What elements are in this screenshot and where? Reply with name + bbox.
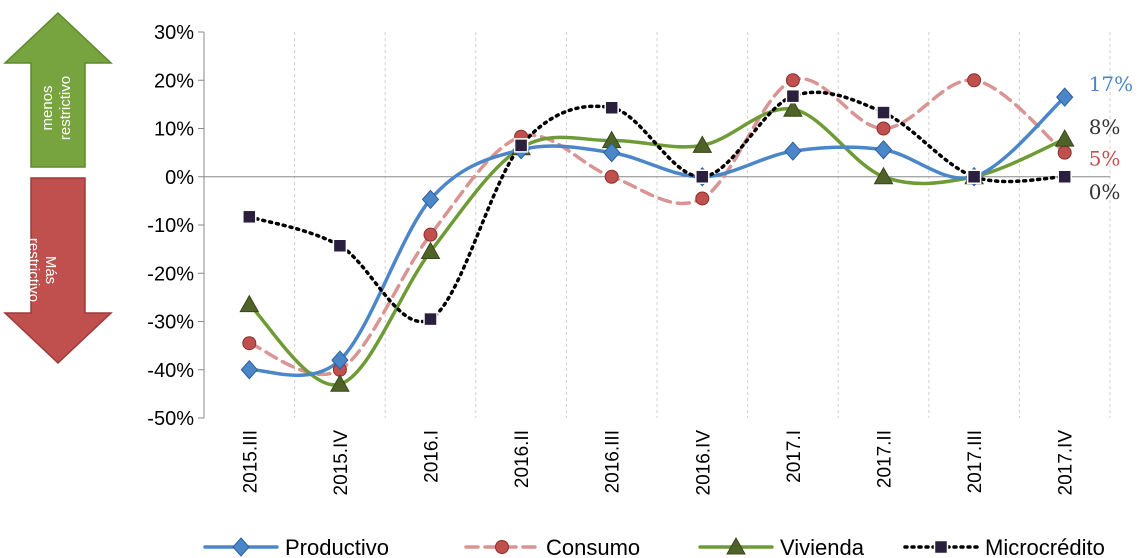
data-point-microcredito (966, 169, 982, 184)
x-tick-label: 2017.III (965, 430, 986, 493)
x-tick-label: 2015.III (240, 430, 261, 493)
y-tick-label: -10% (147, 215, 194, 237)
data-point-consumo (423, 227, 438, 242)
y-tick-label: 10% (154, 119, 194, 141)
x-tick-label: 2016.IV (693, 430, 714, 496)
down-arrow-line1: Más (42, 256, 59, 284)
up-arrow-line1: menos (39, 85, 56, 130)
data-point-microcredito (332, 238, 348, 253)
y-tick-label: 30% (154, 22, 194, 44)
data-point-productivo (603, 142, 621, 163)
x-tick-label: 2016.III (603, 430, 624, 493)
data-point-vivienda (420, 241, 441, 260)
legend-item-vivienda: Vivienda (698, 535, 865, 558)
legend-marker (933, 539, 949, 555)
data-point-consumo (242, 336, 257, 351)
data-point-productivo (240, 359, 258, 380)
data-point-productivo (784, 141, 802, 161)
data-point-productivo (331, 350, 349, 370)
end-label-productivo: 17% (1089, 72, 1133, 96)
x-tick-label: 2017.I (784, 430, 805, 483)
y-tick-label: 20% (154, 70, 194, 92)
data-point-microcredito (513, 138, 529, 153)
up-arrow-line2: restrictivo (57, 76, 74, 140)
grid (294, 32, 1111, 418)
series-line-consumo (247, 77, 1067, 377)
data-point-vivienda (330, 374, 350, 392)
data-point-microcredito (1057, 169, 1072, 184)
data-point-microcredito (876, 105, 891, 120)
y-tick-label: 0% (165, 167, 194, 189)
axes: 30% 20% 10% 0% -10% -20% -30% -40% -50% 2015.III 2… (147, 22, 1110, 496)
up-arrow-icon (3, 11, 113, 168)
x-tick-label: 2017.II (875, 430, 896, 488)
legend-label: Consumo (546, 535, 640, 558)
y-tick-label: -20% (147, 263, 194, 285)
end-label-consumo: 5% (1089, 147, 1121, 171)
data-point-consumo (967, 73, 982, 88)
legend-item-consumo: Consumo (464, 535, 640, 558)
data-point-vivienda (692, 135, 713, 153)
legend-marker (726, 536, 746, 555)
less-restrictive-arrow: menos restrictivo (3, 11, 113, 168)
data-point-productivo (874, 139, 893, 160)
data-point-vivienda (873, 166, 894, 185)
legend-item-productivo: Productivo (203, 535, 389, 558)
data-point-consumo (604, 169, 619, 184)
end-label-microcredito: 0% (1089, 180, 1121, 204)
more-restrictive-arrow: Más restrictivo (3, 177, 113, 365)
y-tick-label: -50% (147, 408, 194, 430)
legend-label: Productivo (285, 535, 389, 558)
series-line-microcredito (247, 90, 1067, 324)
series-line-vivienda (247, 106, 1067, 387)
data-point-productivo (421, 189, 440, 210)
series (247, 77, 1067, 387)
x-tick-label: 2016.II (512, 430, 533, 488)
y-tick-label: -40% (147, 360, 194, 382)
x-tick-label: 2017.IV (1056, 430, 1077, 496)
data-point-consumo (876, 121, 891, 136)
data-point-microcredito (785, 88, 801, 104)
data-point-consumo (785, 73, 800, 88)
down-arrow-line2: restrictivo (25, 238, 42, 302)
y-tick-label: -30% (147, 312, 194, 334)
data-point-microcredito (604, 100, 619, 116)
data-point-microcredito (242, 209, 257, 225)
series-line-productivo (247, 95, 1067, 377)
data-point-vivienda (239, 294, 260, 313)
end-labels: 17% 5% 8% 0% (1089, 72, 1133, 204)
end-label-vivienda: 8% (1089, 115, 1121, 139)
data-point-consumo (1057, 145, 1072, 160)
down-arrow-icon (3, 177, 113, 365)
legend-marker (495, 540, 509, 554)
data-point-vivienda (1054, 129, 1075, 147)
data-point-consumo (695, 191, 710, 206)
legend-marker (232, 537, 250, 557)
legend-label: Microcrédito (985, 535, 1105, 558)
legend-item-microcredito: Microcrédito (903, 535, 1105, 558)
data-point-vivienda (783, 99, 803, 117)
x-tick-label: 2016.I (422, 430, 443, 483)
markers (239, 73, 1075, 392)
legend: Productivo Consumo Vivienda Microcrédito (203, 535, 1105, 558)
x-tick-label: 2015.IV (331, 430, 352, 496)
legend-label: Vivienda (780, 535, 865, 558)
data-point-productivo (1056, 87, 1074, 107)
data-point-microcredito (423, 311, 438, 327)
data-point-microcredito (695, 169, 710, 184)
